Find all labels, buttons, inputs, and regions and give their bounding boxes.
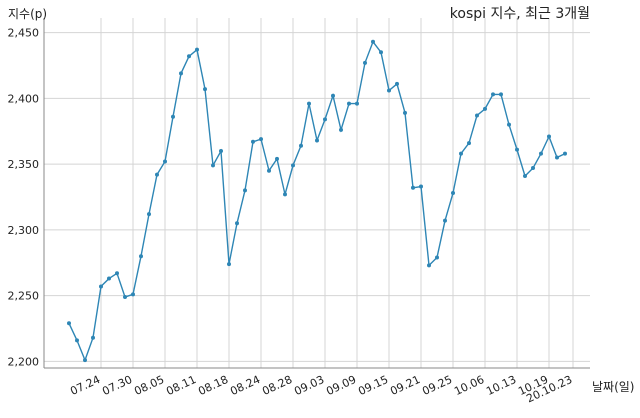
data-point <box>203 87 207 92</box>
data-point <box>483 106 487 111</box>
data-point <box>371 39 375 44</box>
data-point <box>347 101 351 106</box>
chart-title: kospi 지수, 최근 3개월 <box>450 6 590 22</box>
x-tick-label: 20.10.23 <box>524 373 574 405</box>
x-tick-label: 08.18 <box>196 373 230 398</box>
x-tick-label: 09.25 <box>420 373 454 398</box>
data-point <box>539 151 543 156</box>
data-point <box>139 254 143 259</box>
data-point <box>435 255 439 260</box>
data-point <box>75 338 79 343</box>
data-point <box>179 71 183 76</box>
data-point <box>83 358 87 363</box>
data-point <box>227 262 231 267</box>
data-point <box>419 184 423 189</box>
x-tick-label: 08.28 <box>260 373 294 398</box>
x-tick-label: 07.30 <box>100 373 134 398</box>
data-point <box>531 166 535 171</box>
data-point <box>211 163 215 168</box>
x-tick-label: 09.15 <box>356 373 390 398</box>
data-point <box>147 212 151 217</box>
y-tick-labels: 2,200 2,250 2,300 2,350 2,400 2,450 <box>8 27 40 369</box>
data-point <box>355 101 359 106</box>
data-point <box>243 188 247 193</box>
data-point <box>475 113 479 118</box>
data-point <box>267 168 271 173</box>
data-point <box>491 92 495 97</box>
y-tick-label: 2,250 <box>8 290 40 303</box>
x-tick-label: 07.24 <box>68 373 102 398</box>
data-point <box>411 185 415 190</box>
data-point <box>291 163 295 168</box>
data-point <box>275 156 279 161</box>
data-point <box>131 292 135 297</box>
x-tick-label: 10.13 <box>484 373 518 398</box>
x-axis-label: 날짜(일) <box>592 380 634 394</box>
data-point <box>251 139 255 144</box>
data-point <box>507 122 511 127</box>
x-tick-label: 09.21 <box>388 373 422 398</box>
data-point <box>515 147 519 152</box>
x-tick-labels: 07.2407.3008.0508.1108.1808.2408.2809.03… <box>68 373 574 405</box>
x-tick-label: 08.05 <box>132 373 166 398</box>
axes <box>43 18 590 369</box>
data-point <box>171 114 175 119</box>
y-tick-label: 2,400 <box>8 92 40 105</box>
data-point <box>115 271 119 276</box>
data-point <box>219 148 223 153</box>
data-point <box>235 221 239 226</box>
data-point <box>387 88 391 93</box>
data-point <box>499 92 503 97</box>
data-point <box>379 50 383 55</box>
data-point <box>339 127 343 132</box>
y-tick-label: 2,300 <box>8 224 40 237</box>
data-point <box>107 276 111 281</box>
data-point <box>123 294 127 299</box>
data-point <box>331 93 335 98</box>
data-point <box>451 191 455 196</box>
series-kospi <box>67 39 567 363</box>
data-point <box>323 117 327 122</box>
x-tick-label: 10.06 <box>452 373 486 398</box>
data-point <box>395 81 399 86</box>
data-point <box>299 143 303 148</box>
data-point <box>315 138 319 143</box>
data-point <box>187 54 191 59</box>
x-tick-label: 09.09 <box>324 373 358 398</box>
data-point <box>563 151 567 156</box>
series-line <box>68 40 566 363</box>
y-tick-label: 2,200 <box>8 355 40 368</box>
data-point <box>555 155 559 160</box>
data-point <box>259 137 263 142</box>
data-point <box>67 321 71 326</box>
x-tick-label: 09.03 <box>292 373 326 398</box>
data-point <box>363 60 367 65</box>
data-point <box>443 218 447 223</box>
data-point <box>523 173 527 178</box>
y-tick-label: 2,450 <box>8 27 40 40</box>
data-point <box>459 151 463 156</box>
data-point <box>163 159 167 164</box>
data-point <box>283 192 287 197</box>
data-point <box>403 110 407 115</box>
data-point <box>467 141 471 146</box>
data-point <box>547 134 551 139</box>
y-tick-label: 2,350 <box>8 158 40 171</box>
data-point <box>91 335 95 340</box>
data-point <box>427 263 431 268</box>
grid-lines <box>44 18 590 368</box>
data-point <box>307 101 311 106</box>
data-point <box>155 172 159 177</box>
data-point <box>195 47 199 52</box>
x-tick-label: 08.11 <box>164 373 198 398</box>
data-point <box>99 284 103 289</box>
x-tick-label: 08.24 <box>228 373 262 398</box>
y-axis-label: 지수(p) <box>8 7 47 21</box>
